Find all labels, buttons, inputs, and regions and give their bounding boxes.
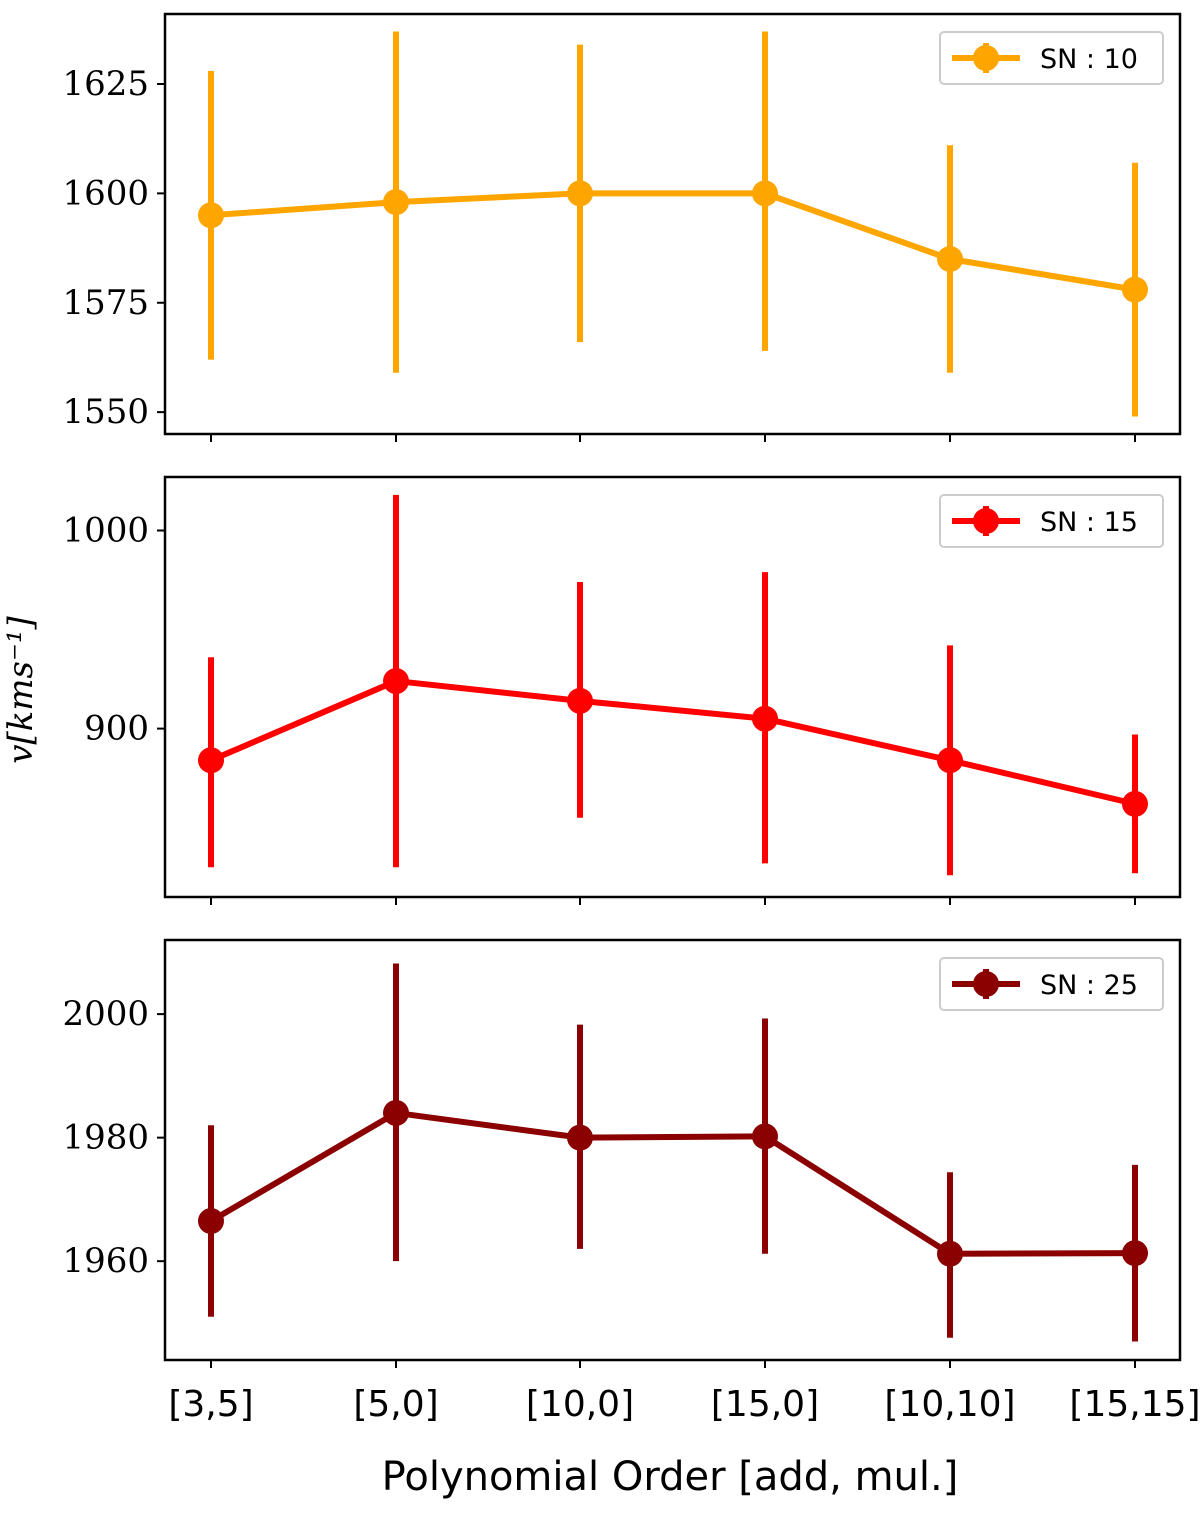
legend-marker [973, 508, 999, 534]
x-tick-label: [3,5] [168, 1384, 253, 1425]
plot-frame [163, 475, 1182, 899]
x-tick-label: [15,15] [1069, 1384, 1200, 1425]
legend-box [939, 494, 1164, 548]
y-tick-label: 2000 [62, 994, 149, 1034]
series-line [210, 190, 1136, 293]
data-point [567, 687, 593, 714]
x-axis-label: Polynomial Order [add, mul.] [382, 1454, 959, 1500]
chart-panel-3: 1960 1980 2000 [3,5] [5,0] [10,0] [15,0] [10,10… [62, 938, 1200, 1425]
data-point [383, 668, 409, 695]
x-tick-label: [5,0] [353, 1384, 438, 1425]
legend-marker [973, 971, 999, 997]
y-tick-label: 1980 [62, 1118, 149, 1158]
data-point [198, 202, 224, 229]
series-line [209, 1109, 1136, 1257]
plot-frame [163, 938, 1182, 1362]
plot-frame [163, 12, 1182, 436]
data-point [383, 189, 409, 216]
y-tick-label: 1550 [62, 392, 149, 432]
data-point [752, 180, 778, 207]
chart-panel-2: 900 1000 SN : 15 [62, 475, 1182, 905]
series-line [209, 678, 1136, 807]
x-tick-label: [10,0] [526, 1384, 634, 1425]
data-point [1122, 790, 1148, 817]
chart-panel-1: 1550 1575 1600 1625 SN : 10 [62, 12, 1182, 442]
data-point [198, 1208, 224, 1235]
legend-label: SN : 15 [1040, 507, 1138, 538]
legend: SN : 10 [939, 31, 1164, 85]
data-point [383, 1099, 409, 1126]
y-tick-label: 1600 [62, 173, 149, 213]
data-point [752, 1123, 778, 1150]
legend: SN : 15 [939, 494, 1164, 548]
legend-box [939, 957, 1164, 1011]
data-point [937, 747, 963, 774]
data-point [198, 747, 224, 774]
y-tick-label: 1575 [62, 283, 149, 323]
y-axis-label: v[kms⁻¹] [1, 615, 41, 763]
x-tick-label: [10,10] [884, 1384, 1015, 1425]
legend: SN : 25 [939, 957, 1164, 1011]
y-tick-label: 900 [84, 709, 149, 749]
data-point [567, 180, 593, 207]
x-tick-label: [15,0] [711, 1384, 819, 1425]
legend-label: SN : 25 [1040, 970, 1138, 1001]
data-point [567, 1124, 593, 1151]
legend-box [939, 31, 1164, 85]
data-point [1122, 276, 1148, 303]
data-point [752, 705, 778, 732]
chart-panels: 1550 1575 1600 1625 SN : 10 900 1000 SN : 15 196… [62, 12, 1200, 1425]
y-tick-label: 1960 [62, 1241, 149, 1281]
y-tick-label: 1625 [62, 64, 149, 104]
y-tick-label: 1000 [62, 510, 149, 550]
data-point [937, 246, 963, 272]
legend-label: SN : 10 [1040, 44, 1138, 75]
data-point [937, 1240, 963, 1267]
data-point [1122, 1240, 1148, 1267]
legend-marker [973, 45, 999, 71]
